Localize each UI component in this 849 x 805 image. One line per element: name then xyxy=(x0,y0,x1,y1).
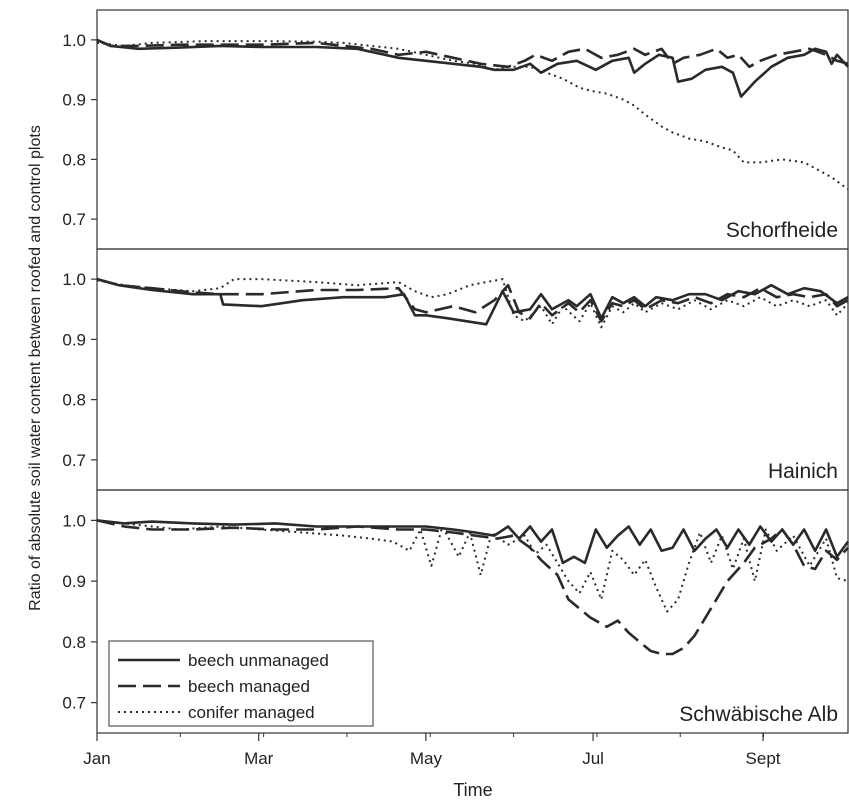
panel-title: Schwäbische Alb xyxy=(679,703,838,726)
y-tick-label: 0.7 xyxy=(62,451,86,470)
y-tick-label: 1.0 xyxy=(62,511,86,530)
y-tick-label: 0.8 xyxy=(62,391,86,410)
series-line-solid xyxy=(96,277,849,326)
x-tick-label: Sept xyxy=(746,749,781,768)
y-axis-label: Ratio of absolute soil water content bet… xyxy=(27,125,44,611)
x-tick-label: Jul xyxy=(582,749,604,768)
panel-title: Schorfheide xyxy=(726,219,838,242)
series-line-solid xyxy=(96,519,849,565)
series-line-dashed xyxy=(96,38,849,69)
y-tick-label: 0.7 xyxy=(62,210,86,229)
y-tick-label: 1.0 xyxy=(62,31,86,50)
x-axis: Jan Mar May Jul Sept xyxy=(83,733,781,768)
y-tick-label: 0.7 xyxy=(62,694,86,713)
y-tick-label: 0.9 xyxy=(62,330,86,349)
legend-box xyxy=(108,640,374,727)
x-tick-label: Jan xyxy=(83,749,110,768)
series-line-dashed xyxy=(96,519,849,656)
panel-2: 0.7 0.8 0.9 1.0 Schwäbische Alb xyxy=(62,489,849,734)
x-axis-label: Time xyxy=(453,780,492,800)
panels-group: 0.7 0.8 0.9 1.0 Schorfheide 0.7 0.8 0.9 1.0 Haini… xyxy=(62,9,849,734)
legend-label: beech unmanaged xyxy=(188,651,329,670)
x-tick-label: May xyxy=(410,749,443,768)
legend: beech unmanaged beech managed conifer mana… xyxy=(108,640,374,727)
panel-1: 0.7 0.8 0.9 1.0 Hainich xyxy=(62,248,849,491)
panel-0: 0.7 0.8 0.9 1.0 Schorfheide xyxy=(62,9,849,250)
series-line-dashed xyxy=(96,277,849,323)
legend-label: conifer managed xyxy=(188,703,315,722)
legend-label: beech managed xyxy=(188,677,310,696)
series-line-solid xyxy=(96,38,849,98)
panel-frame xyxy=(96,489,849,734)
x-tick-label: Mar xyxy=(244,749,274,768)
y-tick-label: 0.8 xyxy=(62,150,86,169)
series-line-dotted xyxy=(96,519,849,613)
y-tick-label: 1.0 xyxy=(62,270,86,289)
y-tick-label: 0.9 xyxy=(62,91,86,110)
y-tick-label: 0.9 xyxy=(62,572,86,591)
series-line-dotted xyxy=(96,278,849,329)
y-tick-label: 0.8 xyxy=(62,633,86,652)
panel-title: Hainich xyxy=(768,460,838,483)
